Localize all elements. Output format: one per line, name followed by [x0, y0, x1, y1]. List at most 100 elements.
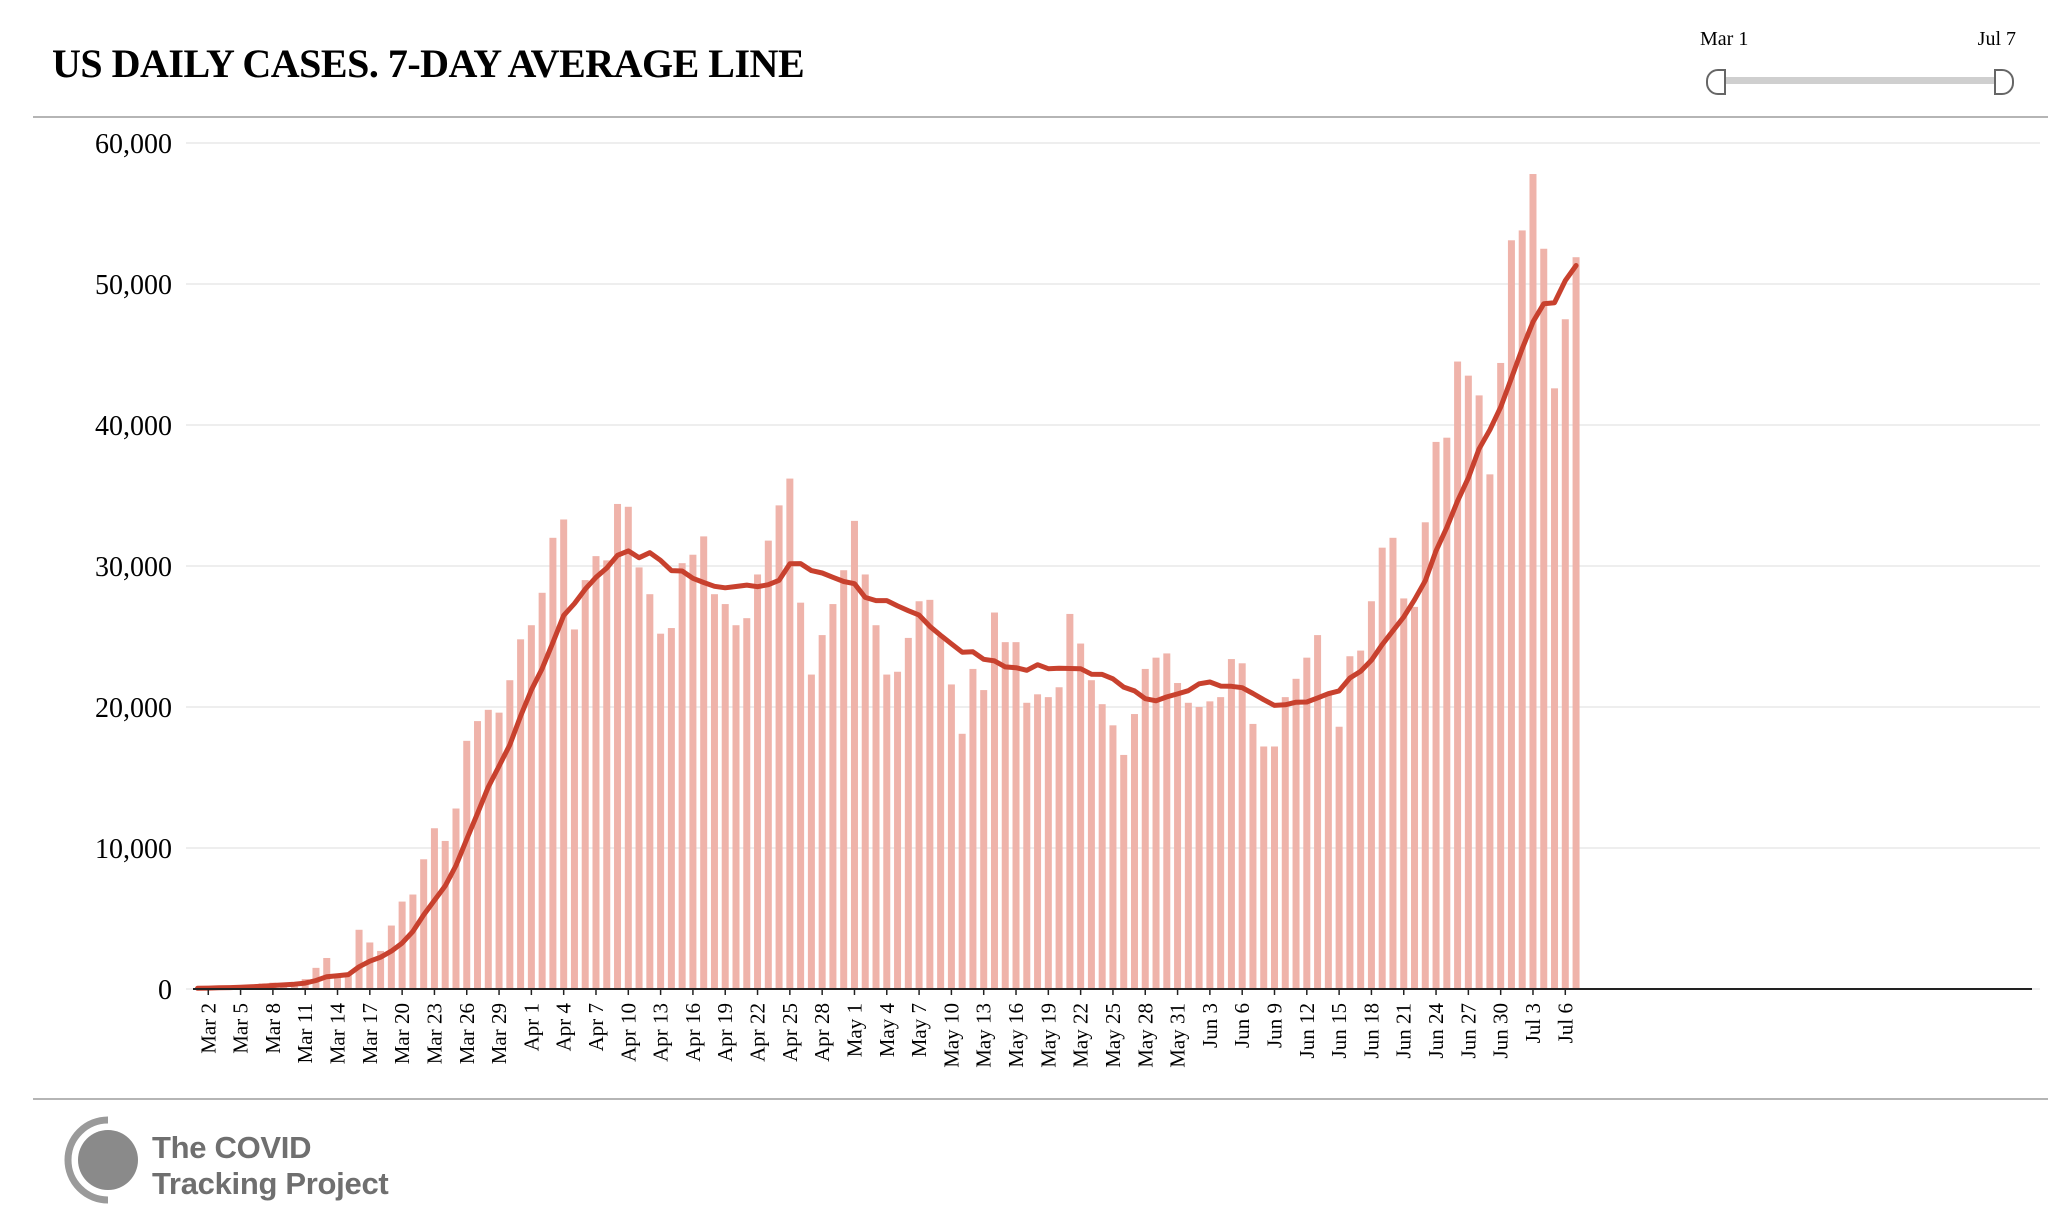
daily-cases-bar [840, 570, 848, 989]
daily-cases-bar [1551, 388, 1559, 990]
x-tick-label: Mar 5 [229, 1003, 253, 1054]
daily-cases-bar [980, 690, 988, 989]
x-tick-label: Apr 16 [681, 1003, 705, 1062]
daily-cases-bar [635, 567, 643, 989]
daily-cases-bar [937, 636, 945, 989]
daily-cases-bar [1001, 642, 1009, 989]
seven-day-average-line [195, 263, 1579, 991]
daily-cases-bar [1432, 441, 1440, 989]
y-tick-label: 40,000 [95, 411, 172, 442]
daily-cases-bar [527, 625, 535, 989]
date-range-slider[interactable]: Mar 1 Jul 7 [1700, 28, 2020, 98]
daily-cases-bar [1141, 668, 1149, 989]
y-tick-label: 30,000 [95, 552, 172, 583]
daily-cases-bar [732, 625, 740, 989]
y-tick-label: 20,000 [95, 693, 172, 724]
x-tick-label: Mar 23 [422, 1003, 446, 1064]
x-tick-label: Apr 22 [746, 1003, 770, 1062]
daily-cases-bar [807, 674, 815, 989]
slider-start-label: Mar 1 [1700, 28, 1749, 50]
daily-cases-bar [818, 635, 826, 989]
daily-cases-bar [1454, 361, 1462, 989]
x-tick-label: Jun 9 [1263, 1003, 1287, 1048]
x-tick-label: Apr 13 [649, 1003, 673, 1062]
x-tick-label: Mar 17 [358, 1003, 382, 1064]
daily-cases-bar [1314, 635, 1322, 989]
page-title: US DAILY CASES. 7-DAY AVERAGE LINE [52, 41, 805, 86]
daily-cases-bar [1529, 174, 1537, 989]
daily-cases-bar [1507, 240, 1515, 990]
daily-cases-bar [409, 894, 417, 989]
daily-cases-bar [1421, 522, 1429, 989]
daily-cases-bar [1357, 650, 1365, 989]
daily-cases-bar [1087, 680, 1095, 989]
daily-cases-bar [1206, 701, 1214, 989]
brand-footer[interactable]: The COVID Tracking Project [62, 1112, 442, 1208]
daily-cases-bar [452, 808, 460, 989]
brand-name-line1: The COVID [152, 1130, 312, 1165]
x-tick-label: May 13 [972, 1003, 996, 1068]
daily-cases-bar [1077, 643, 1085, 989]
daily-cases-bar [926, 599, 934, 989]
daily-cases-bar [1572, 257, 1580, 990]
daily-cases-bar [592, 556, 600, 989]
slider-end-handle[interactable] [1994, 69, 2014, 95]
x-tick-label: May 22 [1069, 1003, 1093, 1068]
daily-cases-bar [581, 580, 589, 989]
daily-cases-bar [1497, 362, 1505, 990]
x-tick-label: May 16 [1004, 1003, 1028, 1068]
x-tick-label: Apr 1 [519, 1003, 543, 1051]
slider-start-handle[interactable] [1706, 69, 1726, 95]
daily-cases-bar [1260, 746, 1268, 989]
header-divider [33, 116, 2048, 118]
daily-cases-bar [969, 668, 977, 989]
daily-cases-bar [323, 957, 331, 989]
daily-cases-bar [829, 604, 837, 989]
daily-cases-bar [1411, 606, 1419, 989]
daily-cases-bar [1066, 613, 1074, 989]
daily-cases-bar [1475, 395, 1483, 989]
daily-cases-bar [1130, 714, 1138, 989]
daily-cases-bar [1098, 704, 1106, 989]
x-tick-label: Apr 19 [713, 1003, 737, 1062]
x-tick-label: May 19 [1036, 1003, 1060, 1068]
brand-name-line2: Tracking Project [152, 1166, 389, 1201]
slider-track[interactable] [1720, 77, 2002, 84]
daily-cases-bar [872, 625, 880, 989]
daily-cases-bar [990, 612, 998, 989]
x-tick-label: Apr 10 [616, 1003, 640, 1062]
daily-cases-bar [1292, 678, 1300, 989]
daily-cases-bar [1184, 702, 1192, 989]
daily-cases-bar [1367, 601, 1375, 989]
daily-cases-bar [420, 859, 428, 989]
x-tick-label: Jul 6 [1553, 1003, 1577, 1043]
x-tick-label: May 7 [907, 1003, 931, 1057]
daily-cases-bar [689, 554, 697, 989]
x-tick-label: May 28 [1133, 1003, 1157, 1068]
x-tick-label: Mar 2 [196, 1003, 220, 1054]
daily-cases-bar [1324, 694, 1332, 989]
daily-cases-bar [1034, 694, 1042, 989]
x-tick-label: Mar 14 [326, 1003, 350, 1065]
daily-cases-bar [1335, 726, 1343, 989]
daily-cases-bar [721, 604, 729, 989]
y-tick-label: 50,000 [95, 270, 172, 301]
daily-cases-bar [1227, 659, 1235, 989]
x-tick-label: Mar 20 [390, 1003, 414, 1064]
daily-cases-bar [1443, 437, 1451, 989]
x-tick-label: Jul 3 [1521, 1003, 1545, 1043]
daily-cases-bar [894, 671, 902, 989]
daily-cases-bar [754, 574, 762, 989]
daily-cases-bar [1195, 707, 1203, 989]
daily-cases-bar [1464, 375, 1472, 989]
x-tick-label: Jun 24 [1424, 1003, 1448, 1059]
daily-cases-bar [797, 602, 805, 989]
x-tick-label: Apr 28 [810, 1003, 834, 1062]
daily-cases-bar [1378, 547, 1386, 989]
x-tick-label: May 10 [939, 1003, 963, 1068]
daily-cases-bar [1540, 248, 1548, 989]
daily-cases-bar [484, 709, 492, 989]
daily-cases-bar [958, 733, 966, 989]
daily-cases-bar [1346, 656, 1354, 989]
x-tick-label: Mar 26 [455, 1003, 479, 1064]
